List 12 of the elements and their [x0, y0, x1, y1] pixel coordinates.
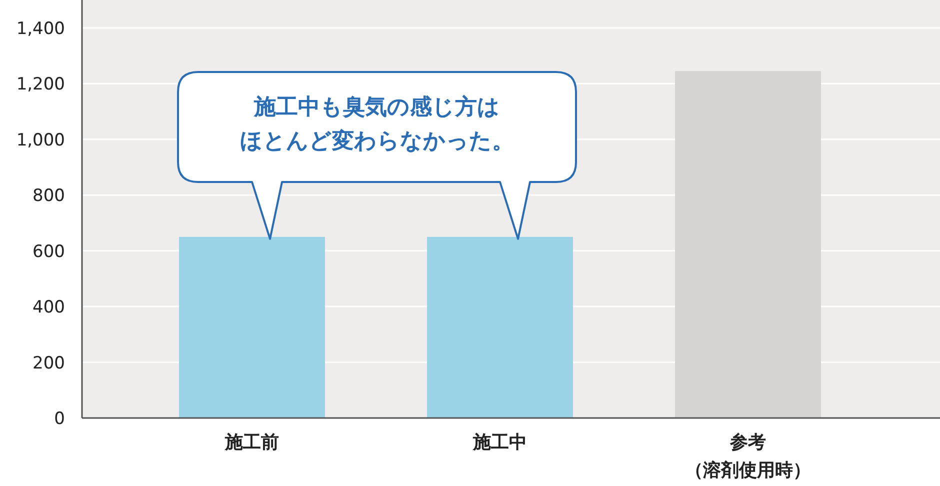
y-tick-label: 1,200 [16, 74, 65, 95]
x-tick-label: 施工前 [224, 432, 279, 453]
y-tick-label: 800 [32, 186, 65, 206]
x-tick-label: 参考（溶剤使用時） [685, 432, 811, 481]
y-tick-label: 400 [32, 298, 65, 318]
y-tick-label: 200 [32, 353, 65, 374]
y-tick-label: 0 [54, 409, 65, 429]
x-tick-label: 施工中 [472, 432, 527, 453]
y-tick-label: 1,400 [16, 18, 65, 39]
annotation: 施工中も臭気の感じ方はほとんど変わらなかった。 [240, 94, 514, 154]
y-tick-label: 600 [32, 242, 65, 262]
y-tick-label: 1,000 [16, 130, 65, 150]
